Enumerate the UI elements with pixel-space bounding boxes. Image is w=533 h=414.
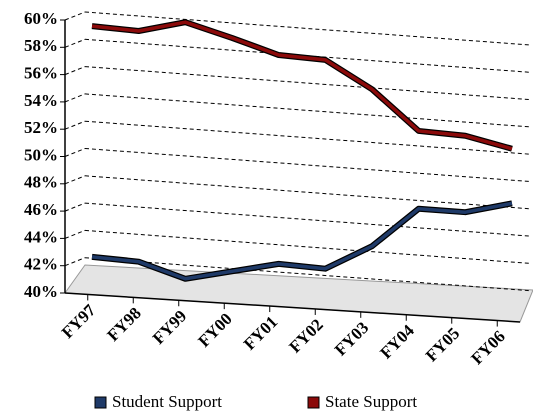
grid-line	[64, 11, 86, 21]
y-tick-label: 50%	[24, 145, 58, 164]
grid-line	[84, 66, 531, 101]
grid-line	[84, 11, 531, 46]
x-tick-label: FY02	[285, 315, 326, 356]
series-line	[91, 20, 513, 151]
grid-line	[84, 202, 531, 237]
x-tick-label: FY03	[331, 318, 372, 359]
y-tick-label: 44%	[24, 227, 58, 246]
x-tick-label: FY00	[194, 309, 235, 350]
grid-line	[84, 148, 531, 182]
grid-line	[64, 38, 86, 48]
x-tick-label: FY97	[58, 300, 100, 342]
y-tick-label: 48%	[24, 173, 58, 192]
legend-label: State Support	[325, 392, 417, 411]
y-tick-label: 40%	[24, 282, 58, 301]
grid-line	[84, 93, 531, 128]
grid-line	[84, 38, 531, 73]
grid-line	[64, 148, 86, 157]
y-tick-label: 46%	[24, 200, 58, 219]
legend-swatch	[94, 396, 107, 409]
grid-line	[64, 229, 86, 239]
grid-line	[84, 120, 531, 155]
series-line	[91, 201, 513, 281]
grid-line	[64, 120, 86, 130]
x-tick-label: FY99	[149, 306, 190, 347]
x-tick-label: FY98	[103, 304, 144, 345]
x-axis	[64, 292, 521, 323]
x-tick-label: FY01	[240, 312, 281, 353]
legend-label: Student Support	[112, 392, 222, 411]
y-tick-label: 58%	[24, 36, 58, 55]
grid-line	[64, 202, 86, 212]
y-tick-label: 42%	[24, 255, 58, 274]
grid-line	[64, 257, 86, 267]
grid-line	[64, 93, 86, 103]
y-tick-label: 56%	[24, 64, 58, 83]
grid-line	[64, 66, 86, 76]
grid-line	[84, 175, 531, 210]
x-tick-label: FY05	[422, 324, 463, 365]
y-tick-label: 54%	[24, 91, 58, 110]
y-tick-label: 60%	[24, 9, 58, 28]
x-tick-label: FY04	[376, 321, 418, 363]
legend-swatch	[307, 396, 320, 409]
grid-line	[84, 229, 531, 264]
y-tick-label: 52%	[24, 118, 58, 137]
grid-line	[84, 257, 531, 292]
x-tick-label: FY06	[467, 327, 508, 368]
grid-line	[64, 175, 86, 185]
series-line-outline	[91, 19, 513, 152]
